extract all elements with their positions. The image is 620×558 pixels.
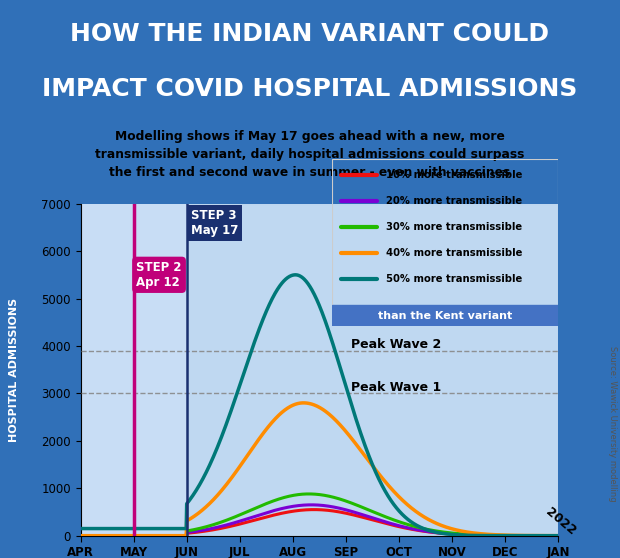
Text: 10% more transmissible: 10% more transmissible — [386, 170, 523, 180]
Text: 50% more transmissible: 50% more transmissible — [386, 274, 522, 283]
Text: STEP 3
May 17: STEP 3 May 17 — [191, 209, 238, 237]
Text: 30% more transmissible: 30% more transmissible — [386, 222, 522, 232]
Bar — [81, 204, 187, 536]
Text: than the Kent variant: than the Kent variant — [378, 311, 512, 320]
Bar — [187, 204, 558, 536]
Text: Peak Wave 1: Peak Wave 1 — [351, 381, 441, 393]
Text: STEP 2
Apr 12: STEP 2 Apr 12 — [136, 261, 182, 289]
Text: HOW THE INDIAN VARIANT COULD: HOW THE INDIAN VARIANT COULD — [71, 22, 549, 46]
Text: 20% more transmissible: 20% more transmissible — [386, 196, 522, 206]
Text: Source: Wawick University modelling: Source: Wawick University modelling — [608, 346, 617, 502]
Text: 2022: 2022 — [544, 506, 578, 538]
Text: 40% more transmissible: 40% more transmissible — [386, 248, 523, 258]
Text: Modelling shows if May 17 goes ahead with a new, more
transmissible variant, dai: Modelling shows if May 17 goes ahead wit… — [95, 131, 525, 179]
Bar — [332, 305, 558, 326]
Text: HOSPITAL ADMISSIONS: HOSPITAL ADMISSIONS — [9, 297, 19, 442]
Text: Peak Wave 2: Peak Wave 2 — [351, 338, 441, 351]
Text: IMPACT COVID HOSPITAL ADMISSIONS: IMPACT COVID HOSPITAL ADMISSIONS — [42, 77, 578, 101]
